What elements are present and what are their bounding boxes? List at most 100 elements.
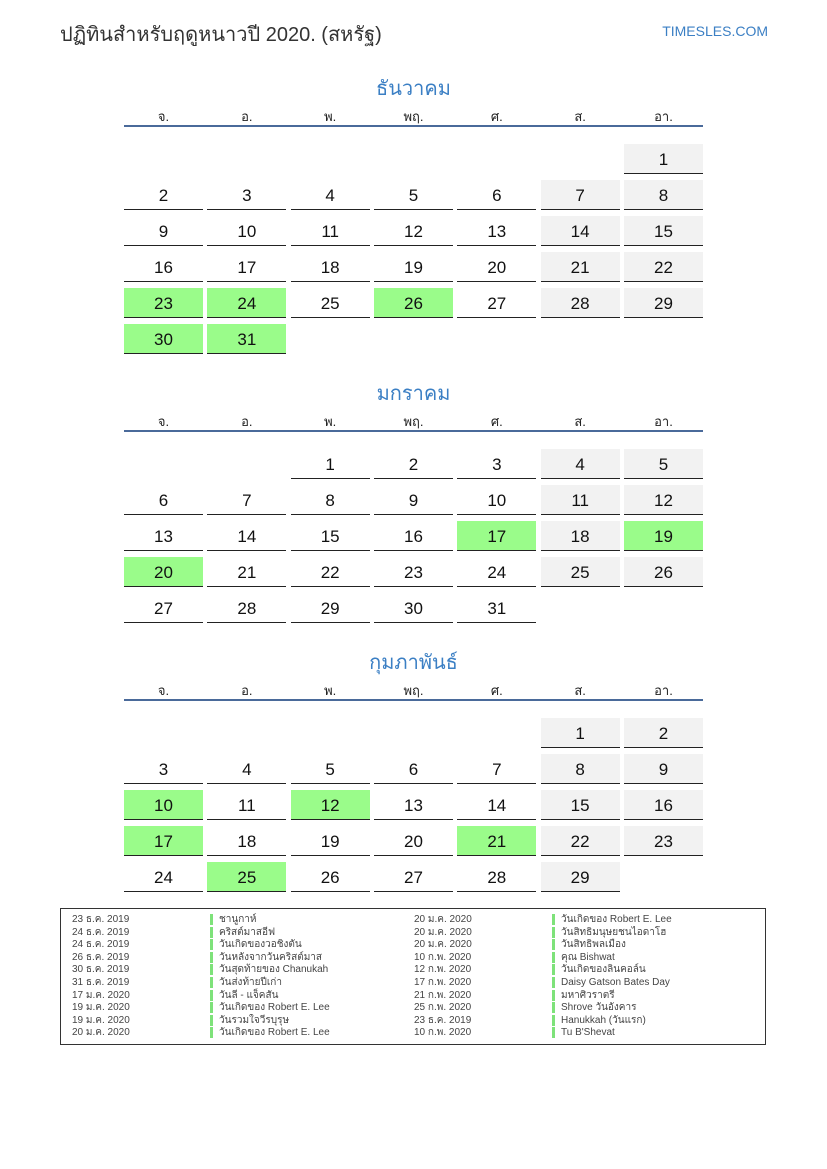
day-cell[interactable]: 6 [457, 180, 537, 210]
day-cell[interactable]: 5 [623, 449, 703, 479]
day-cell[interactable]: 30 [373, 593, 453, 623]
legend-holiday-name: วันหลังจากวันคริสต์มาส [210, 951, 322, 963]
day-cell[interactable]: 26 [623, 557, 703, 587]
day-cell[interactable]: 23 [373, 557, 453, 587]
day-cell[interactable]: 7 [457, 754, 537, 784]
day-cell[interactable]: 29 [290, 593, 370, 623]
day-cell[interactable]: 22 [290, 557, 370, 587]
day-cell[interactable]: 14 [540, 216, 620, 246]
day-cell[interactable]: 16 [373, 521, 453, 551]
day-cell[interactable]: 1 [623, 144, 703, 174]
day-cell[interactable]: 14 [207, 521, 287, 551]
day-cell[interactable]: 9 [373, 485, 453, 515]
day-cell[interactable]: 17 [207, 252, 287, 282]
holiday-day-cell[interactable]: 30 [124, 324, 203, 354]
legend-date: 12 ก.พ. 2020 [414, 964, 472, 976]
brand-link[interactable]: TIMESLES.COM [662, 23, 768, 39]
day-cell[interactable]: 2 [623, 718, 703, 748]
day-cell[interactable]: 21 [540, 252, 620, 282]
day-cell[interactable]: 15 [540, 790, 620, 820]
day-cell[interactable]: 7 [207, 485, 287, 515]
day-cell[interactable]: 18 [290, 252, 370, 282]
day-cell[interactable]: 8 [540, 754, 620, 784]
day-cell[interactable]: 11 [207, 790, 287, 820]
day-cell[interactable]: 19 [290, 826, 370, 856]
day-cell[interactable]: 2 [373, 449, 453, 479]
day-cell[interactable]: 3 [207, 180, 287, 210]
day-cell[interactable]: 10 [457, 485, 537, 515]
day-cell[interactable]: 20 [373, 826, 453, 856]
day-cell[interactable]: 6 [124, 485, 203, 515]
day-cell[interactable]: 13 [373, 790, 453, 820]
day-cell[interactable]: 18 [207, 826, 287, 856]
holiday-day-cell[interactable]: 20 [124, 557, 203, 587]
day-cell[interactable]: 14 [457, 790, 537, 820]
holiday-day-cell[interactable]: 24 [207, 288, 287, 318]
day-cell[interactable]: 7 [540, 180, 620, 210]
day-cell[interactable]: 3 [457, 449, 537, 479]
weekday-header: พ. [324, 683, 337, 698]
day-cell[interactable]: 18 [540, 521, 620, 551]
day-cell[interactable]: 1 [540, 718, 620, 748]
holiday-day-cell[interactable]: 25 [207, 862, 287, 892]
day-cell[interactable]: 27 [457, 288, 537, 318]
day-cell[interactable]: 28 [540, 288, 620, 318]
day-cell[interactable]: 8 [290, 485, 370, 515]
day-cell[interactable]: 29 [623, 288, 703, 318]
day-cell[interactable]: 25 [540, 557, 620, 587]
day-cell[interactable]: 15 [623, 216, 703, 246]
day-cell[interactable]: 10 [207, 216, 287, 246]
day-cell[interactable]: 4 [540, 449, 620, 479]
legend-holiday-name: วันเกิดของลินคอล์น [552, 964, 646, 976]
day-cell[interactable]: 11 [290, 216, 370, 246]
day-cell[interactable]: 27 [124, 593, 203, 623]
day-cell[interactable]: 3 [124, 754, 203, 784]
day-cell[interactable]: 2 [124, 180, 203, 210]
day-cell[interactable]: 5 [373, 180, 453, 210]
day-cell[interactable]: 16 [623, 790, 703, 820]
day-cell[interactable]: 15 [290, 521, 370, 551]
day-cell[interactable]: 24 [124, 862, 203, 892]
day-cell[interactable]: 13 [124, 521, 203, 551]
holiday-day-cell[interactable]: 31 [207, 324, 287, 354]
day-cell[interactable]: 28 [207, 593, 287, 623]
day-cell[interactable]: 19 [373, 252, 453, 282]
day-cell[interactable]: 20 [457, 252, 537, 282]
day-cell[interactable]: 12 [623, 485, 703, 515]
day-cell[interactable]: 25 [290, 288, 370, 318]
day-cell[interactable]: 16 [124, 252, 203, 282]
day-cell[interactable]: 12 [373, 216, 453, 246]
day-cell[interactable]: 28 [457, 862, 537, 892]
weekday-header: จ. [157, 683, 170, 698]
day-cell[interactable]: 4 [290, 180, 370, 210]
day-cell[interactable]: 29 [540, 862, 620, 892]
holiday-day-cell[interactable]: 17 [124, 826, 203, 856]
day-cell[interactable]: 22 [623, 252, 703, 282]
day-cell[interactable]: 11 [540, 485, 620, 515]
day-cell[interactable]: 24 [457, 557, 537, 587]
day-cell[interactable]: 26 [290, 862, 370, 892]
day-cell[interactable]: 9 [623, 754, 703, 784]
day-cell[interactable]: 1 [290, 449, 370, 479]
day-cell[interactable]: 6 [373, 754, 453, 784]
day-cell[interactable]: 4 [207, 754, 287, 784]
day-cell[interactable]: 8 [623, 180, 703, 210]
day-cell[interactable]: 13 [457, 216, 537, 246]
day-cell[interactable]: 31 [457, 593, 537, 623]
day-cell[interactable]: 9 [124, 216, 203, 246]
weekday-header: พ. [324, 414, 337, 429]
day-cell[interactable]: 21 [207, 557, 287, 587]
holiday-day-cell[interactable]: 19 [623, 521, 703, 551]
holiday-day-cell[interactable]: 26 [373, 288, 453, 318]
legend-date: 19 ม.ค. 2020 [72, 1014, 130, 1026]
day-cell[interactable]: 5 [290, 754, 370, 784]
holiday-day-cell[interactable]: 12 [290, 790, 370, 820]
holiday-day-cell[interactable]: 23 [124, 288, 203, 318]
day-cell[interactable]: 27 [373, 862, 453, 892]
day-cell[interactable]: 23 [623, 826, 703, 856]
holiday-day-cell[interactable]: 17 [457, 521, 537, 551]
holiday-day-cell[interactable]: 21 [457, 826, 537, 856]
day-cell[interactable]: 22 [540, 826, 620, 856]
month-title: ธันวาคม [376, 78, 451, 100]
holiday-day-cell[interactable]: 10 [124, 790, 203, 820]
